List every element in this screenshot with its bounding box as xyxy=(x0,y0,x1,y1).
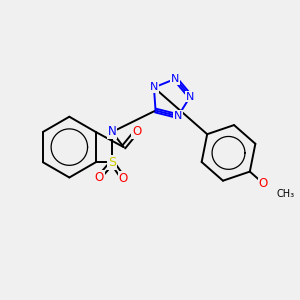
Text: N: N xyxy=(150,82,158,92)
Text: CH₃: CH₃ xyxy=(277,189,295,199)
Text: O: O xyxy=(94,171,104,184)
Text: O: O xyxy=(259,177,268,190)
Text: O: O xyxy=(118,172,128,185)
Text: N: N xyxy=(174,111,182,121)
Text: S: S xyxy=(108,156,116,169)
Text: N: N xyxy=(171,74,180,84)
Text: N: N xyxy=(108,125,116,138)
Text: N: N xyxy=(186,92,194,101)
Text: O: O xyxy=(132,125,141,138)
